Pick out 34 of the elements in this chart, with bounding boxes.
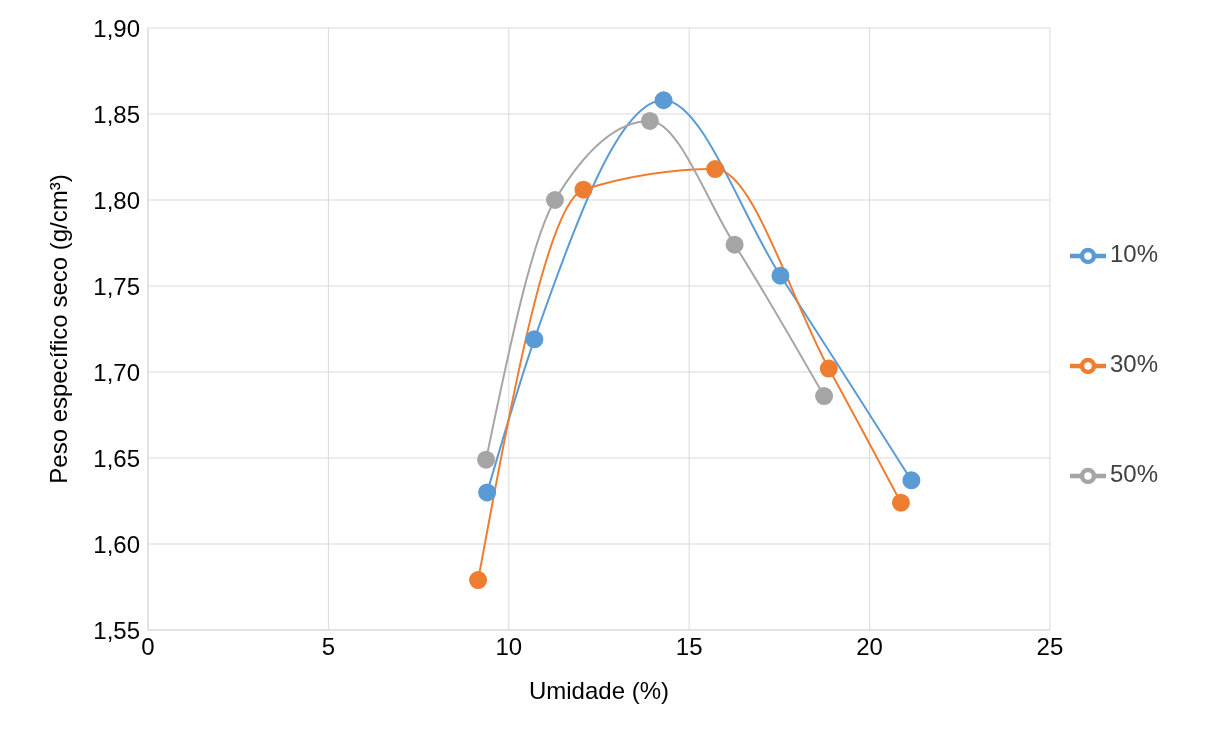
x-tick-label: 15 (675, 633, 703, 661)
y-axis-title: Peso específico seco (g/cm³) (44, 174, 72, 484)
point (545, 191, 564, 209)
point (891, 493, 910, 512)
point (706, 160, 725, 179)
y-tick-label: 1,85 (93, 100, 140, 128)
x-axis-title: Umidade (%) (528, 677, 669, 705)
point (574, 180, 593, 199)
point (725, 235, 744, 254)
point (477, 450, 496, 469)
x-tick-label: 0 (141, 633, 155, 661)
point (654, 91, 673, 110)
legend-label: 10% (1109, 240, 1158, 267)
y-tick-label: 1,55 (93, 616, 140, 644)
legend-label: 30% (1109, 350, 1158, 377)
y-tick-label: 1,65 (93, 444, 140, 472)
x-tick-label: 25 (1036, 633, 1064, 661)
point (525, 330, 544, 349)
point (469, 571, 488, 590)
x-tick-label: 20 (856, 633, 883, 661)
point (819, 359, 838, 378)
x-tick-label: 10 (495, 633, 523, 661)
x-tick-label: 5 (321, 633, 336, 661)
y-tick-label: 1,60 (93, 530, 140, 558)
point (902, 471, 921, 490)
y-tick-label: 1,75 (93, 272, 140, 300)
legend-label: 50% (1109, 460, 1158, 487)
point (815, 387, 834, 406)
point (478, 483, 497, 502)
y-tick-label: 1,90 (93, 14, 140, 42)
point (771, 266, 790, 285)
y-tick-label: 1,80 (93, 186, 140, 214)
point (640, 111, 659, 130)
y-tick-label: 1,70 (93, 358, 140, 386)
